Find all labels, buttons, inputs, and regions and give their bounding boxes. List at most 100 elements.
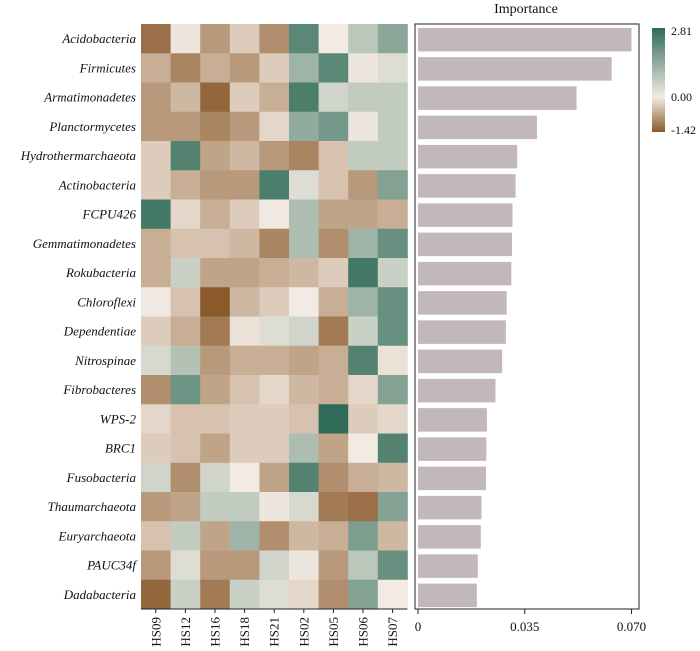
heatmap-cell <box>200 492 231 522</box>
heatmap-cell <box>318 433 349 464</box>
heatmap-cell <box>348 433 379 464</box>
importance-bar <box>418 320 506 344</box>
row-label: FCPU426 <box>82 207 137 222</box>
heatmap-cell <box>318 404 349 434</box>
heatmap-cell <box>200 199 231 230</box>
heatmap-cell <box>318 521 349 551</box>
heatmap-cell <box>289 492 319 522</box>
heatmap-cell <box>141 345 171 376</box>
heatmap-cell <box>229 199 260 230</box>
x-tick-label: 0.035 <box>510 619 539 634</box>
heatmap-cell <box>259 53 290 83</box>
heatmap-cell <box>170 579 201 610</box>
heatmap-cell <box>289 579 319 610</box>
heatmap-cell <box>141 228 171 259</box>
heatmap-cell <box>170 82 201 113</box>
heatmap-cell <box>348 550 379 581</box>
heatmap-cell <box>259 521 290 551</box>
heatmap-cell <box>348 404 379 434</box>
heatmap-cell <box>141 579 171 610</box>
heatmap-cell <box>259 345 290 376</box>
heatmap-cell <box>318 375 349 405</box>
heatmap-cell <box>289 53 319 83</box>
heatmap-cell <box>170 141 201 171</box>
heatmap-cell <box>348 228 379 259</box>
row-label: Euryarchaeota <box>58 528 137 543</box>
heatmap-cell <box>141 24 171 54</box>
heatmap-cell <box>289 550 319 581</box>
heatmap-cell <box>377 141 408 171</box>
heatmap-cell <box>377 53 408 83</box>
heatmap-cell <box>318 579 349 610</box>
column-label: HS12 <box>178 617 193 647</box>
heatmap-cell <box>229 345 260 376</box>
heatmap-cell <box>289 462 319 493</box>
x-tick-label: 0.070 <box>617 619 646 634</box>
importance-bar <box>418 86 577 110</box>
heatmap-cell <box>318 462 349 493</box>
heatmap-cell <box>348 258 379 288</box>
importance-bar <box>418 291 507 315</box>
column-label: HS07 <box>385 617 400 647</box>
heatmap-cell <box>318 228 349 259</box>
heatmap-cell <box>318 24 349 54</box>
heatmap-cell <box>259 24 290 54</box>
heatmap-cell <box>289 404 319 434</box>
row-label: WPS-2 <box>100 411 137 426</box>
importance-bar <box>418 203 513 227</box>
heatmap-cell <box>200 375 231 405</box>
colorbar-gradient <box>652 28 665 132</box>
heatmap-cell <box>229 258 260 288</box>
heatmap-cell <box>200 24 231 54</box>
importance-bar <box>418 174 516 198</box>
heatmap-cell <box>229 82 260 113</box>
heatmap-cell <box>348 170 379 200</box>
heatmap-cell <box>377 287 408 317</box>
importance-title: Importance <box>494 2 558 17</box>
heatmap-cell <box>318 170 349 200</box>
importance-bar <box>418 554 478 578</box>
importance-bar <box>418 466 487 491</box>
importance-bar <box>418 232 512 257</box>
heatmap-cell <box>200 521 231 551</box>
heatmap-cell <box>348 375 379 405</box>
heatmap-cell <box>259 550 290 581</box>
heatmap-cell <box>259 404 290 434</box>
heatmap-cell <box>200 287 231 317</box>
importance-bars <box>418 27 632 608</box>
column-label: HS06 <box>356 617 371 647</box>
heatmap-cell <box>200 170 231 200</box>
heatmap-cell <box>289 199 319 230</box>
heatmap-cell <box>170 287 201 317</box>
heatmap-cell <box>377 492 408 522</box>
heatmap-cell <box>141 53 171 83</box>
heatmap-cell <box>141 82 171 113</box>
heatmap-cell <box>348 287 379 317</box>
column-label: HS09 <box>148 617 163 647</box>
heatmap-cell <box>170 24 201 54</box>
heatmap-cell <box>318 492 349 522</box>
heatmap <box>141 24 408 610</box>
heatmap-cell <box>200 550 231 581</box>
heatmap-cell <box>348 521 379 551</box>
heatmap-cell <box>259 199 290 230</box>
heatmap-cell <box>289 24 319 54</box>
row-label: Thaumarchaeota <box>48 499 137 514</box>
heatmap-cell <box>289 345 319 376</box>
importance-frame <box>414 23 640 610</box>
heatmap-cell <box>141 141 171 171</box>
heatmap-cell <box>141 433 171 464</box>
heatmap-cell <box>259 316 290 347</box>
heatmap-cell <box>141 404 171 434</box>
heatmap-cell <box>259 141 290 171</box>
heatmap-cell <box>200 316 231 347</box>
column-label: HS05 <box>326 617 341 647</box>
heatmap-cell <box>170 199 201 230</box>
heatmap-cell <box>141 462 171 493</box>
heatmap-cell <box>377 228 408 259</box>
heatmap-cell <box>229 170 260 200</box>
heatmap-cell <box>289 111 319 142</box>
column-label: HS02 <box>296 617 311 647</box>
importance-bar <box>418 57 612 81</box>
heatmap-cell <box>229 24 260 54</box>
